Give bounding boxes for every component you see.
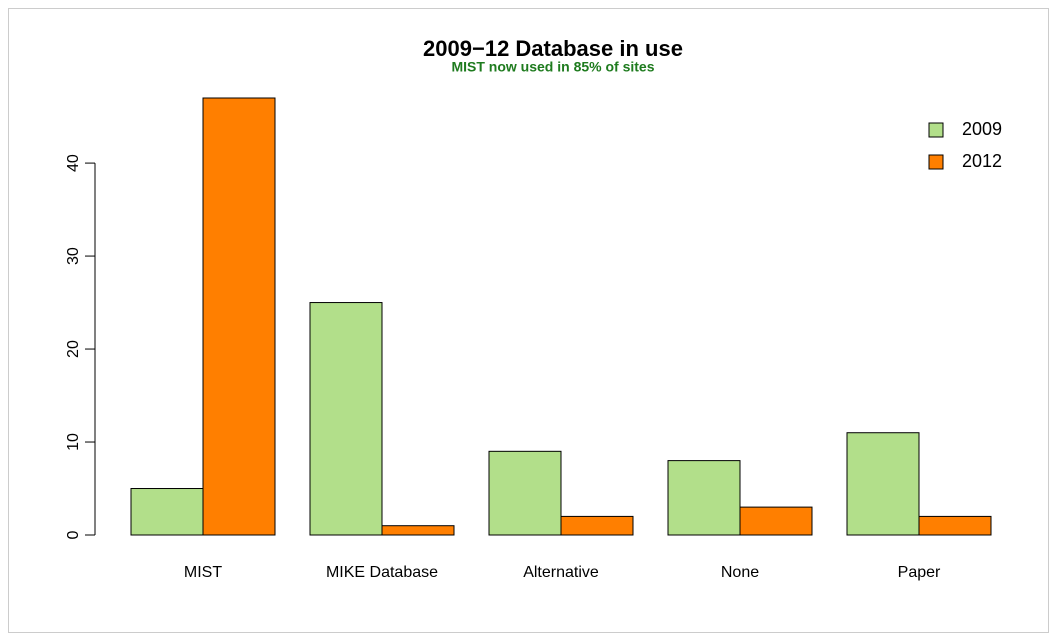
chart-subtitle: MIST now used in 85% of sites xyxy=(451,59,654,75)
x-tick-label: MIKE Database xyxy=(326,564,438,581)
y-tick-label: 30 xyxy=(65,247,82,265)
legend-label: 2009 xyxy=(962,119,1002,139)
legend-swatch xyxy=(928,154,944,170)
bar xyxy=(846,432,920,536)
y-tick-label: 10 xyxy=(65,433,82,451)
bar xyxy=(130,488,204,536)
legend-swatch xyxy=(928,122,944,138)
legend-label: 2012 xyxy=(962,151,1002,171)
y-tick-label: 0 xyxy=(65,530,82,539)
bar xyxy=(309,302,383,536)
bar xyxy=(739,506,813,536)
y-tick-label: 20 xyxy=(65,340,82,358)
x-tick-label: MIST xyxy=(184,564,222,581)
x-tick-label: Paper xyxy=(898,564,941,581)
bar xyxy=(202,97,276,536)
x-tick-label: Alternative xyxy=(523,564,599,581)
bar xyxy=(381,525,455,536)
frame xyxy=(8,8,1049,633)
y-tick-label: 40 xyxy=(65,154,82,172)
bar xyxy=(667,460,741,536)
chart-title: 2009−12 Database in use xyxy=(423,36,683,61)
bar xyxy=(918,515,992,536)
x-tick-label: None xyxy=(721,564,759,581)
bar xyxy=(560,515,634,536)
bar xyxy=(488,450,562,536)
